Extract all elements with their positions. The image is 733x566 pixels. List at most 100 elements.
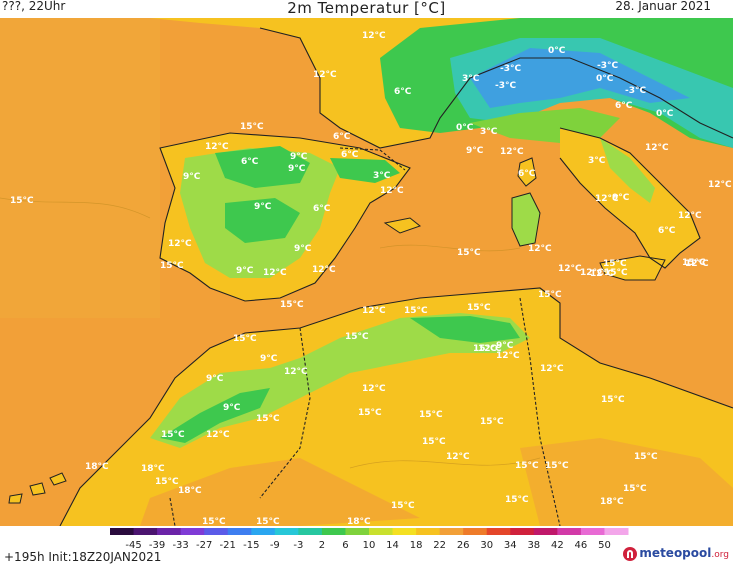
- temperature-label: 12°C: [362, 306, 386, 316]
- temperature-label: 15°C: [515, 461, 539, 471]
- temperature-label: 3°C: [373, 171, 391, 181]
- temperature-label: 6°C: [658, 226, 676, 236]
- temperature-label: 12°C: [500, 147, 524, 157]
- scale-swatch: [274, 528, 299, 535]
- temperature-label: 15°C: [473, 344, 497, 354]
- scale-tick-label: -39: [149, 540, 165, 550]
- temperature-label: 15°C: [404, 306, 428, 316]
- temperature-label: 12°C: [645, 143, 669, 153]
- temperature-label: 15°C: [161, 430, 185, 440]
- scale-tick-label: 30: [480, 540, 493, 550]
- color-scale: -45 -39 -33 -27 -21 -15 -9 -3 2 6 10 14 18 22 26 30 34 38…: [110, 528, 629, 550]
- temperature-label: 12°C: [595, 194, 619, 204]
- border-pyrenees: [339, 147, 406, 171]
- temperature-label: 9°C: [496, 341, 514, 351]
- canary-islands: [8, 472, 67, 504]
- scale-swatch: [345, 528, 370, 535]
- temperature-label: 12°C: [263, 268, 287, 278]
- temperature-label: -3°C: [500, 64, 521, 74]
- scale-swatch: [321, 528, 346, 535]
- temperature-label: 15°C: [601, 395, 625, 405]
- scale-tick-label: -21: [220, 540, 236, 550]
- temperature-label: 12°C: [528, 244, 552, 254]
- scale-swatch: [392, 528, 417, 535]
- temperature-label: 9°C: [288, 164, 306, 174]
- temperature-label: 15°C: [422, 437, 446, 447]
- africa-coast: [59, 287, 733, 526]
- isotherm-line: [0, 197, 151, 219]
- scale-swatch: [204, 528, 229, 535]
- color-scale-ticks: -45 -39 -33 -27 -21 -15 -9 -3 2 6 10 14 18 22 26 30 34 38…: [125, 540, 610, 550]
- scale-tick-label: -45: [125, 540, 141, 550]
- corsica-land: [517, 157, 537, 187]
- temperature-label: 12°C: [678, 211, 702, 221]
- scale-swatch: [533, 528, 558, 535]
- temperature-label: 6°C: [241, 157, 259, 167]
- scale-tick-label: -27: [196, 540, 212, 550]
- map-date: 28. Januar 2021: [615, 0, 711, 13]
- border-algeria-libya: [519, 297, 561, 526]
- brand-tld: .org: [711, 550, 729, 560]
- temperature-label: 18°C: [85, 462, 109, 472]
- temperature-label: 9°C: [294, 244, 312, 254]
- temperature-label: 12°C: [205, 142, 229, 152]
- temperature-label: 12°C: [362, 384, 386, 394]
- scale-swatch: [157, 528, 182, 535]
- temperature-label: 15°C: [233, 334, 257, 344]
- temperature-label: 15°C: [280, 300, 304, 310]
- isotherm-line: [379, 244, 521, 252]
- temperature-label: 9°C: [254, 202, 272, 212]
- temperature-label: 15°C: [538, 290, 562, 300]
- cantabria-cold: [215, 146, 310, 188]
- scale-tick-label: 10: [363, 540, 376, 550]
- temperature-label: 12°C: [496, 351, 520, 361]
- temperature-label: 15°C: [256, 414, 280, 424]
- scale-swatch: [557, 528, 582, 535]
- temperature-label: 15°C: [10, 196, 34, 206]
- scale-tick-label: 34: [504, 540, 517, 550]
- temperature-label: 12°C: [312, 265, 336, 275]
- temperature-label: 12°C: [446, 452, 470, 462]
- temperature-label: 15°C: [467, 303, 491, 313]
- temperature-label: 15°C: [603, 259, 627, 269]
- temperature-label: 12°C: [590, 269, 614, 279]
- isotherm-line: [349, 457, 541, 469]
- temperature-label: 12°C: [580, 268, 604, 278]
- atlas-east-cold: [410, 316, 520, 343]
- temperature-label: 12°C: [380, 186, 404, 196]
- central-spain-cold: [225, 198, 300, 243]
- temperature-label: 9°C: [290, 152, 308, 162]
- meteopool-logo[interactable]: meteopool.org: [623, 546, 729, 561]
- scale-swatch: [369, 528, 394, 535]
- temperature-label: 9°C: [260, 354, 278, 364]
- europe-coast: [259, 27, 733, 149]
- temperature-label: 18°C: [347, 517, 371, 526]
- temperature-label: 15°C: [345, 332, 369, 342]
- map-header: ???, 22Uhr 2m Temperatur [°C] 28. Januar…: [0, 0, 733, 18]
- scale-tick-label: -3: [293, 540, 303, 550]
- temperature-label: 15°C: [160, 261, 184, 271]
- temperature-label: 18°C: [141, 464, 165, 474]
- temperature-label: -3°C: [625, 86, 646, 96]
- temperature-label: 12°C: [478, 344, 502, 354]
- color-scale-bar: [110, 528, 629, 535]
- temperature-label: 0°C: [548, 46, 566, 56]
- scale-swatch: [298, 528, 323, 535]
- temperature-label: 18°C: [600, 497, 624, 507]
- scale-tick-label: 38: [527, 540, 540, 550]
- map-title: 2m Temperatur [°C]: [287, 0, 446, 17]
- temperature-label: 9°C: [206, 374, 224, 384]
- temperature-label: 6°C: [333, 132, 351, 142]
- sicily-land: [599, 255, 666, 281]
- temperature-label: 15°C: [457, 248, 481, 258]
- coastlines: [59, 27, 733, 526]
- temperature-label: 6°C: [341, 150, 359, 160]
- temperature-label: 6°C: [518, 169, 536, 179]
- temperature-label: 18°C: [178, 486, 202, 496]
- temperature-label: 12°C: [206, 430, 230, 440]
- isotherm-lines: [0, 197, 541, 469]
- atlas-west-cold: [160, 388, 270, 443]
- scale-swatch: [416, 528, 441, 535]
- scale-tick-label: 22: [433, 540, 446, 550]
- temperature-label: 3°C: [588, 156, 606, 166]
